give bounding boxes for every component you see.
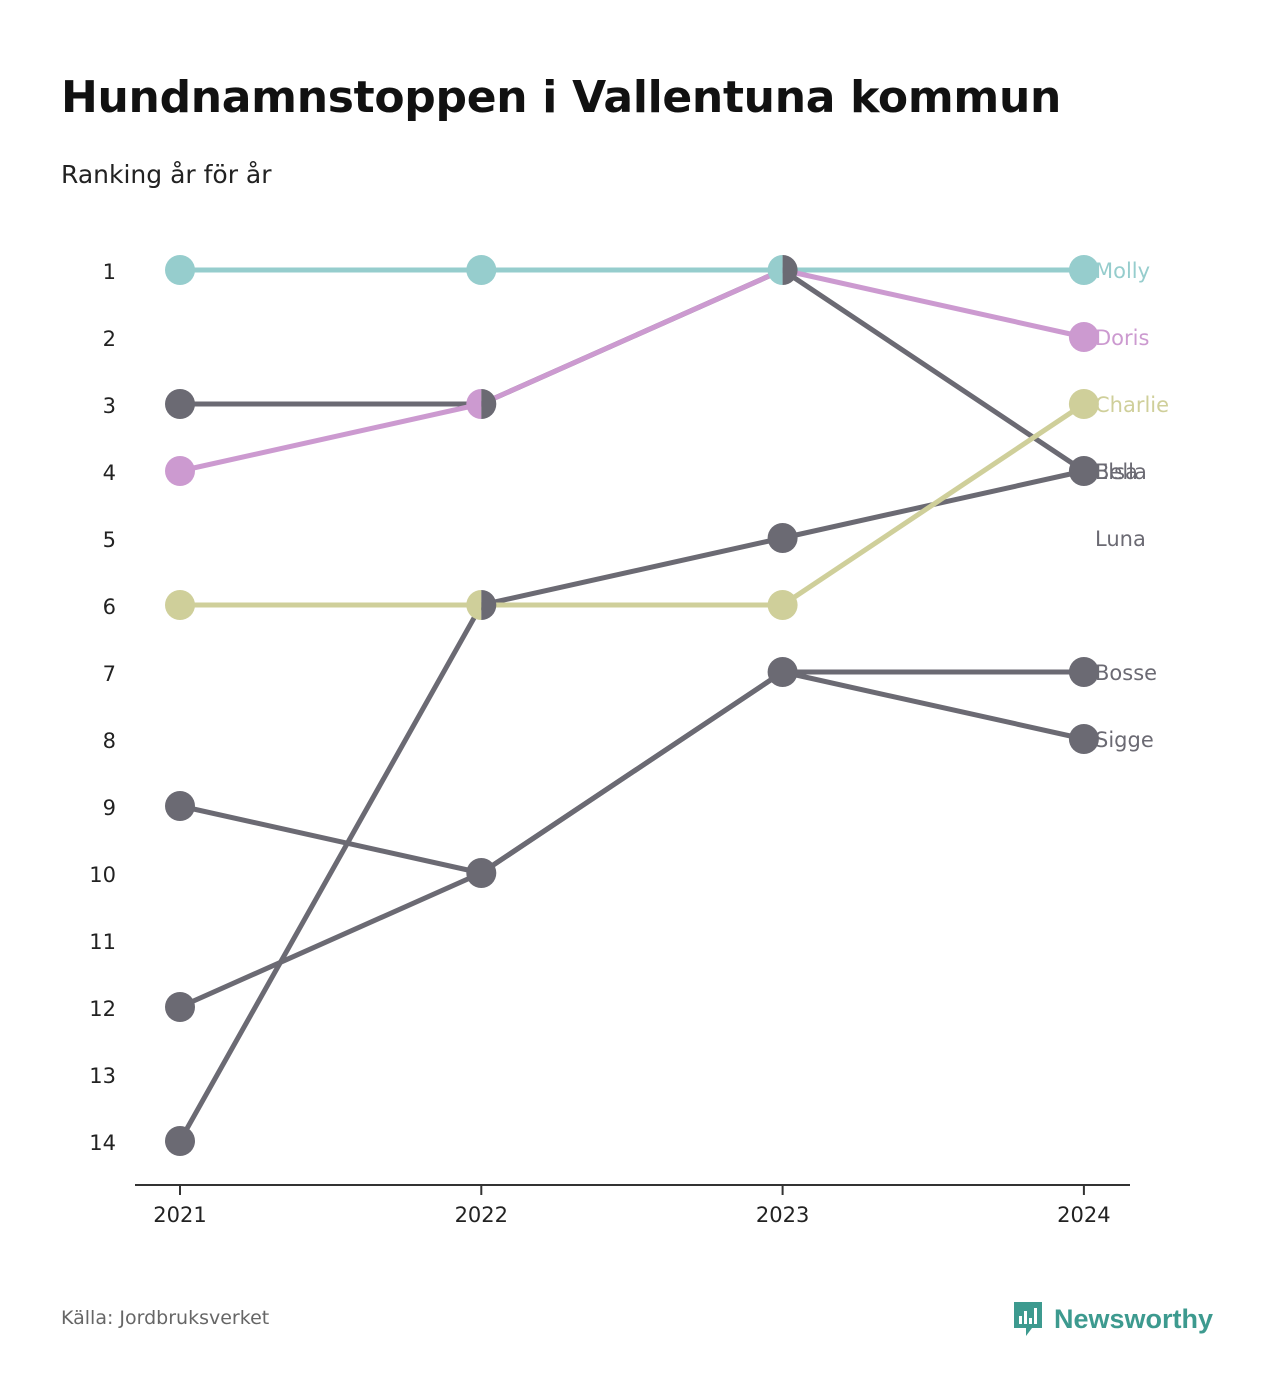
marker-charlie: [466, 590, 482, 620]
y-tick-label: 5: [103, 528, 116, 552]
y-tick-label: 1: [103, 260, 116, 284]
y-tick-label: 6: [103, 595, 116, 619]
series-line-bosse: [178, 669, 1084, 1010]
marker-bosse: [1068, 657, 1099, 687]
marker-bella: [165, 1126, 195, 1156]
y-tick-label: 7: [103, 662, 116, 686]
x-tick-label: 2022: [455, 1203, 508, 1227]
y-tick-label: 3: [103, 394, 116, 418]
x-tick-label: 2024: [1057, 1203, 1110, 1227]
marker-charlie: [1068, 389, 1099, 419]
series-label-luna: Luna: [1095, 527, 1146, 551]
series-line-charlie: [180, 401, 1086, 608]
series-label-elsa: Elsa: [1095, 460, 1138, 484]
y-tick-label: 12: [89, 997, 116, 1021]
y-tick-label: 8: [103, 729, 116, 753]
marker-elsa: [782, 255, 798, 285]
marker-molly: [1068, 255, 1099, 285]
marker-bosse: [466, 858, 497, 888]
marker-charlie: [165, 590, 195, 620]
marker-elsa: [481, 389, 497, 419]
series-labels: Molly Doris Charlie Elsa Luna Bella Bosse Sigge: [1095, 259, 1169, 752]
source-note: Källa: Jordbruksverket: [61, 1307, 270, 1329]
marker-doris: [165, 456, 195, 486]
series-label-charlie: Charlie: [1095, 393, 1169, 417]
chart-title: Hundnamnstoppen i Vallentuna kommun: [61, 72, 1061, 123]
series-markers: [165, 255, 1099, 1156]
series-line-sigge: [179, 669, 1085, 876]
marker-elsa: [1068, 456, 1099, 486]
bar-chart-icon: [1014, 1302, 1042, 1336]
marker-doris: [1068, 322, 1099, 352]
series-lines: [177, 267, 1086, 1143]
brand-name: Newsworthy: [1054, 1303, 1214, 1334]
y-tick-label: 13: [89, 1064, 116, 1088]
series-label-bella: Bella: [1095, 460, 1147, 484]
marker-molly: [165, 255, 195, 285]
marker-molly: [466, 255, 497, 285]
series-label-molly: Molly: [1095, 259, 1150, 283]
marker-bosse: [767, 657, 798, 687]
marker-charlie: [767, 590, 798, 620]
y-tick-label: 14: [89, 1131, 116, 1155]
series-label-sigge: Sigge: [1095, 728, 1154, 752]
y-tick-label: 2: [103, 327, 116, 351]
x-axis-ticks: 2021 2022 2023 2024: [153, 1185, 1111, 1227]
y-tick-label: 10: [89, 863, 116, 887]
series-line-bella: [177, 468, 1085, 1143]
marker-sigge: [1068, 724, 1099, 754]
marker-molly: [767, 255, 783, 285]
marker-bosse: [165, 992, 195, 1022]
marker-bella: [481, 590, 497, 620]
y-tick-label: 4: [103, 461, 116, 485]
chart-subtitle: Ranking år för år: [61, 160, 272, 189]
marker-bella: [767, 523, 798, 553]
marker-elsa: [165, 389, 195, 419]
y-tick-label: 11: [89, 930, 116, 954]
series-line-doris: [179, 267, 1085, 474]
series-label-bosse: Bosse: [1095, 661, 1157, 685]
x-tick-label: 2021: [153, 1203, 206, 1227]
marker-doris: [466, 389, 482, 419]
newsworthy-logo[interactable]: Newsworthy: [1012, 1300, 1213, 1338]
x-tick-label: 2023: [756, 1203, 809, 1227]
marker-sigge: [165, 791, 195, 821]
y-tick-label: 9: [103, 796, 116, 820]
series-label-doris: Doris: [1095, 326, 1149, 350]
